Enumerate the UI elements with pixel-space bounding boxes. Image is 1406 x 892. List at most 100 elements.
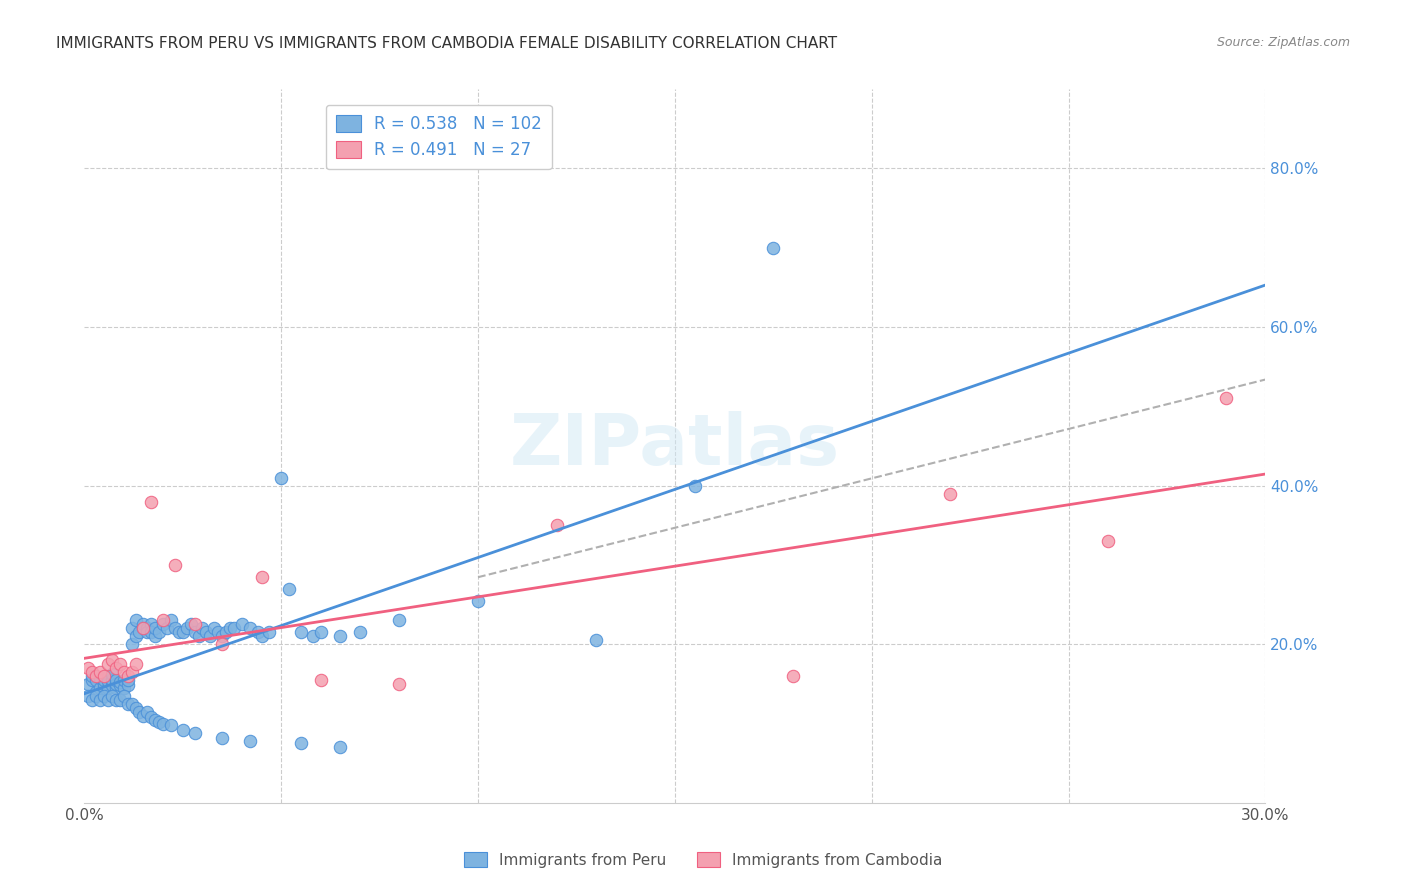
- Point: [231, 617, 253, 632]
- Point: [349, 625, 371, 640]
- Point: [141, 710, 163, 724]
- Point: [121, 665, 143, 679]
- Point: [388, 614, 411, 628]
- Point: [93, 689, 115, 703]
- Point: [270, 471, 292, 485]
- Point: [128, 625, 150, 640]
- Point: [97, 657, 120, 671]
- Point: [108, 692, 131, 706]
- Point: [183, 726, 205, 740]
- Point: [467, 593, 489, 607]
- Point: [104, 661, 127, 675]
- Point: [309, 625, 332, 640]
- Point: [77, 677, 100, 691]
- Point: [143, 621, 166, 635]
- Point: [939, 486, 962, 500]
- Text: ZIPatlas: ZIPatlas: [510, 411, 839, 481]
- Point: [309, 673, 332, 687]
- Point: [278, 582, 301, 596]
- Point: [121, 697, 143, 711]
- Point: [112, 681, 135, 695]
- Point: [301, 629, 323, 643]
- Point: [329, 629, 352, 643]
- Point: [180, 617, 202, 632]
- Point: [141, 494, 163, 508]
- Point: [84, 669, 107, 683]
- Point: [191, 621, 214, 635]
- Point: [104, 692, 127, 706]
- Point: [132, 617, 155, 632]
- Point: [211, 731, 233, 745]
- Point: [1097, 534, 1119, 549]
- Point: [290, 625, 312, 640]
- Point: [762, 241, 785, 255]
- Point: [101, 678, 124, 692]
- Point: [250, 570, 273, 584]
- Point: [167, 625, 190, 640]
- Point: [97, 674, 120, 689]
- Point: [239, 621, 262, 635]
- Point: [136, 705, 159, 719]
- Point: [141, 625, 163, 640]
- Legend: R = 0.538   N = 102, R = 0.491   N = 27: R = 0.538 N = 102, R = 0.491 N = 27: [326, 104, 551, 169]
- Point: [163, 621, 186, 635]
- Point: [89, 681, 111, 695]
- Point: [77, 661, 100, 675]
- Point: [152, 617, 174, 632]
- Point: [117, 678, 139, 692]
- Point: [117, 669, 139, 683]
- Point: [172, 625, 194, 640]
- Point: [143, 629, 166, 643]
- Point: [82, 673, 104, 687]
- Point: [104, 677, 127, 691]
- Point: [104, 681, 127, 695]
- Point: [211, 629, 233, 643]
- Point: [183, 617, 205, 632]
- Point: [259, 625, 281, 640]
- Point: [222, 621, 245, 635]
- Point: [101, 673, 124, 687]
- Point: [128, 705, 150, 719]
- Point: [89, 665, 111, 679]
- Point: [124, 657, 146, 671]
- Point: [136, 621, 159, 635]
- Point: [219, 621, 242, 635]
- Point: [112, 673, 135, 687]
- Point: [93, 677, 115, 691]
- Point: [108, 675, 131, 690]
- Point: [93, 673, 115, 687]
- Point: [329, 740, 352, 755]
- Point: [82, 692, 104, 706]
- Point: [160, 718, 183, 732]
- Point: [108, 678, 131, 692]
- Point: [290, 736, 312, 750]
- Point: [124, 614, 146, 628]
- Point: [187, 629, 209, 643]
- Point: [136, 625, 159, 640]
- Point: [546, 518, 568, 533]
- Point: [97, 681, 120, 695]
- Point: [108, 657, 131, 671]
- Point: [121, 621, 143, 635]
- Point: [183, 625, 205, 640]
- Point: [156, 621, 179, 635]
- Text: Source: ZipAtlas.com: Source: ZipAtlas.com: [1216, 36, 1350, 49]
- Point: [93, 681, 115, 695]
- Point: [163, 558, 186, 572]
- Point: [104, 673, 127, 687]
- Point: [215, 625, 238, 640]
- Point: [250, 629, 273, 643]
- Point: [195, 625, 218, 640]
- Point: [211, 637, 233, 651]
- Point: [117, 697, 139, 711]
- Point: [207, 625, 229, 640]
- Point: [132, 708, 155, 723]
- Point: [152, 614, 174, 628]
- Point: [82, 669, 104, 683]
- Point: [683, 478, 706, 492]
- Point: [84, 673, 107, 687]
- Point: [89, 671, 111, 685]
- Point: [172, 723, 194, 737]
- Text: IMMIGRANTS FROM PERU VS IMMIGRANTS FROM CAMBODIA FEMALE DISABILITY CORRELATION C: IMMIGRANTS FROM PERU VS IMMIGRANTS FROM …: [56, 36, 838, 51]
- Point: [152, 716, 174, 731]
